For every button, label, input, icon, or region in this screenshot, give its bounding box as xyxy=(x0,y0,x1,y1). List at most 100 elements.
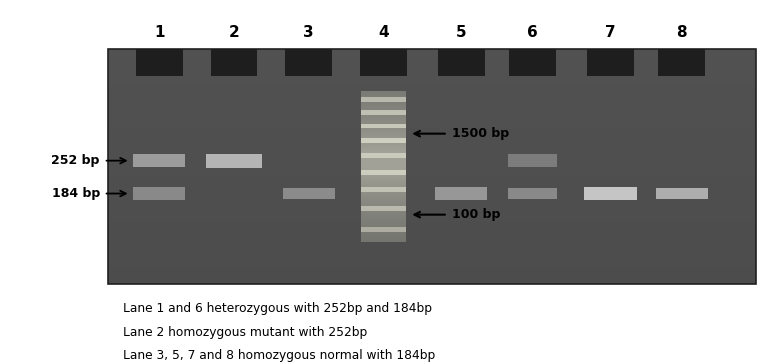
Bar xyxy=(361,232,406,233)
Bar xyxy=(361,210,406,211)
Bar xyxy=(361,131,406,132)
Bar xyxy=(361,175,406,176)
Bar xyxy=(136,49,183,76)
Bar xyxy=(108,114,756,116)
Bar xyxy=(361,119,406,120)
Bar xyxy=(361,117,406,118)
Bar xyxy=(361,203,406,204)
Bar xyxy=(361,195,406,196)
Bar xyxy=(361,190,406,191)
Bar xyxy=(361,180,406,181)
Bar xyxy=(361,160,406,161)
Text: Lane 2 homozygous mutant with 252bp: Lane 2 homozygous mutant with 252bp xyxy=(123,326,367,339)
Bar xyxy=(108,173,756,175)
Bar xyxy=(108,116,756,119)
Bar xyxy=(361,168,406,169)
Bar xyxy=(108,79,756,82)
Bar xyxy=(361,91,406,92)
Bar xyxy=(108,217,756,219)
Bar xyxy=(361,219,406,220)
Bar xyxy=(361,139,406,140)
Bar xyxy=(361,110,406,115)
Bar xyxy=(108,231,756,234)
Bar xyxy=(361,96,406,97)
Bar xyxy=(108,82,756,84)
Bar xyxy=(361,133,406,134)
Bar xyxy=(361,215,406,216)
Text: 5: 5 xyxy=(456,25,466,40)
Bar xyxy=(508,154,557,167)
Bar xyxy=(108,96,756,99)
Bar xyxy=(108,178,756,181)
Bar xyxy=(108,143,756,146)
Bar xyxy=(361,155,406,156)
Bar xyxy=(361,150,406,151)
Text: Lane 3, 5, 7 and 8 homozygous normal with 184bp: Lane 3, 5, 7 and 8 homozygous normal wit… xyxy=(123,349,435,363)
Bar xyxy=(361,135,406,136)
Bar xyxy=(361,238,406,239)
Bar xyxy=(361,120,406,121)
Bar xyxy=(361,212,406,213)
Bar xyxy=(361,123,406,124)
Bar xyxy=(361,157,406,158)
Bar xyxy=(361,146,406,147)
Bar xyxy=(361,100,406,101)
Bar xyxy=(361,92,406,93)
Bar xyxy=(108,266,756,269)
Bar xyxy=(361,239,406,240)
Bar xyxy=(438,49,485,76)
Bar xyxy=(361,118,406,119)
Bar xyxy=(361,102,406,103)
Bar xyxy=(361,228,406,232)
Bar xyxy=(360,49,407,76)
Bar xyxy=(108,272,756,275)
Bar xyxy=(361,153,406,158)
Bar xyxy=(361,226,406,227)
Bar xyxy=(108,105,756,108)
Bar xyxy=(108,158,756,161)
Bar xyxy=(361,167,406,168)
Bar xyxy=(361,170,406,171)
Bar xyxy=(361,230,406,231)
Bar xyxy=(108,190,756,193)
Bar xyxy=(108,161,756,163)
Bar xyxy=(108,237,756,240)
Bar xyxy=(108,67,756,70)
Bar xyxy=(361,214,406,215)
Bar xyxy=(361,145,406,146)
Bar xyxy=(361,99,406,100)
Bar xyxy=(361,191,406,192)
Bar xyxy=(361,152,406,153)
Text: 3: 3 xyxy=(303,25,314,40)
Bar xyxy=(361,128,406,129)
Bar xyxy=(361,206,406,207)
Bar xyxy=(108,269,756,272)
Bar xyxy=(361,221,406,222)
Bar xyxy=(361,229,406,230)
Bar xyxy=(108,84,756,87)
Bar xyxy=(361,165,406,166)
Bar xyxy=(361,141,406,142)
Bar xyxy=(361,104,406,105)
Bar xyxy=(108,278,756,281)
Bar xyxy=(108,234,756,237)
Bar xyxy=(108,137,756,140)
Bar xyxy=(361,159,406,160)
Bar xyxy=(361,198,406,199)
Bar xyxy=(361,105,406,106)
Bar xyxy=(361,121,406,122)
Bar xyxy=(361,207,406,208)
Bar xyxy=(108,76,756,79)
Bar xyxy=(361,183,406,184)
Bar xyxy=(509,49,556,76)
Bar xyxy=(361,143,406,144)
Bar xyxy=(361,115,406,116)
Bar xyxy=(108,254,756,257)
Bar xyxy=(361,194,406,195)
Bar xyxy=(108,64,756,67)
Bar xyxy=(108,219,756,222)
Bar xyxy=(108,243,756,246)
Bar xyxy=(361,94,406,95)
Bar xyxy=(108,73,756,76)
Bar xyxy=(361,109,406,110)
